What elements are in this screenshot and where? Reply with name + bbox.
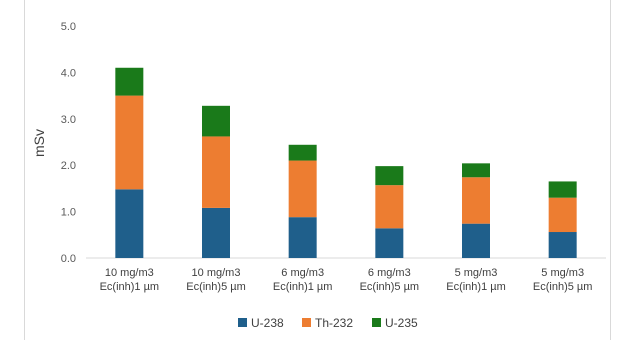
x-tick-label: Ec(inh)5 µm — [533, 281, 593, 293]
bar-segment-u-235 — [115, 67, 144, 96]
bar-segment-u-238 — [462, 223, 490, 258]
bar-segment-th-232 — [375, 185, 404, 229]
y-tick-label: 2.0 — [61, 160, 76, 172]
y-tick-label: 4.0 — [61, 67, 76, 79]
bar-segment-u-238 — [375, 228, 404, 258]
x-tick-label: Ec(inh)5 µm — [360, 281, 420, 293]
legend-label: Th-232 — [315, 316, 353, 330]
frame-right-border — [610, 0, 611, 340]
x-tick-label: 6 mg/m3 — [368, 267, 411, 279]
y-tick-label: 5.0 — [61, 21, 76, 33]
x-tick-label: 5 mg/m3 — [455, 267, 498, 279]
bar-segment-u-238 — [288, 217, 317, 258]
bar-segment-u-235 — [375, 166, 404, 186]
y-tick-label: 1.0 — [61, 207, 76, 219]
x-tick-label: 6 mg/m3 — [281, 267, 324, 279]
y-tick-label: 3.0 — [61, 114, 76, 126]
legend-swatch — [238, 318, 247, 327]
legend-swatch — [372, 318, 381, 327]
x-tick-label: 10 mg/m3 — [105, 267, 154, 279]
bar-segment-th-232 — [115, 95, 144, 190]
x-tick-label: Ec(inh)1 µm — [273, 281, 333, 293]
bar-segment-th-232 — [548, 197, 577, 233]
legend-swatch — [302, 318, 311, 327]
legend-label: U-238 — [251, 316, 284, 330]
bar-segment-u-238 — [202, 207, 230, 258]
bar-segment-th-232 — [462, 177, 490, 224]
bar-segment-u-235 — [288, 144, 317, 161]
bar-segment-u-238 — [548, 232, 577, 258]
bar-segment-u-238 — [115, 189, 144, 258]
legend-label: U-235 — [385, 316, 418, 330]
x-tick-label: Ec(inh)1 µm — [100, 281, 160, 293]
bar-segment-u-235 — [462, 163, 490, 178]
x-tick-label: Ec(inh)1 µm — [446, 281, 506, 293]
bar-segment-u-235 — [202, 105, 230, 137]
bar-segment-u-235 — [548, 181, 577, 198]
x-tick-label: Ec(inh)5 µm — [186, 281, 246, 293]
bar-segment-th-232 — [202, 136, 230, 208]
x-tick-label: 10 mg/m3 — [192, 267, 241, 279]
x-tick-label: 5 mg/m3 — [541, 267, 584, 279]
y-axis-label: mSv — [31, 129, 47, 157]
frame-left-border — [24, 0, 25, 340]
y-tick-label: 0.0 — [61, 253, 76, 265]
bar-segment-th-232 — [288, 160, 317, 218]
